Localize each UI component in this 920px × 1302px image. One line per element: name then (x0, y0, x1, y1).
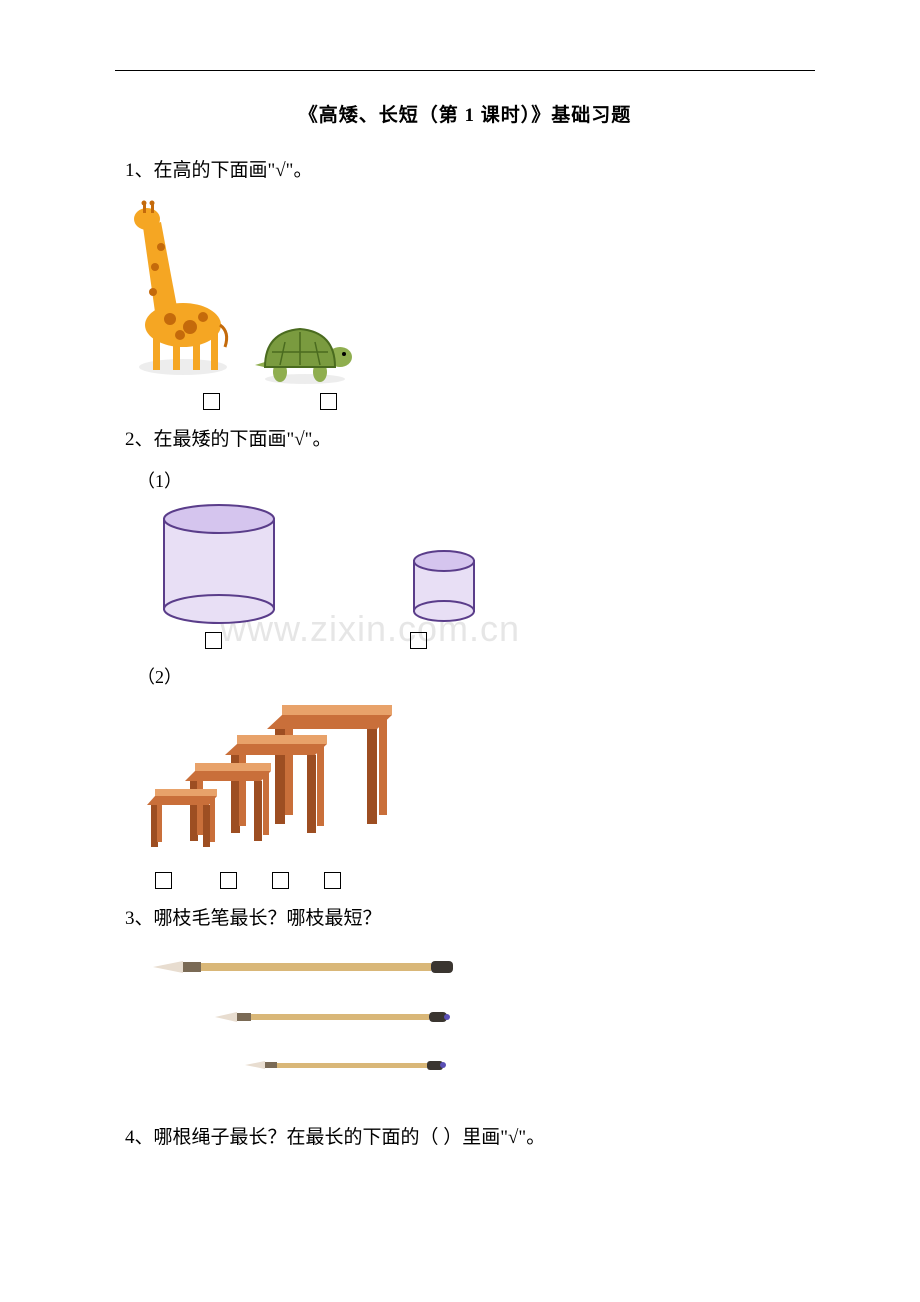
checkbox (155, 872, 172, 889)
page-title: 《高矮、长短（第 1 课时）》基础习题 (125, 100, 805, 127)
q2-sub-1: （1） (137, 467, 805, 493)
checkbox (410, 632, 427, 649)
q2-2-image-row (127, 697, 805, 862)
top-rule (115, 70, 815, 71)
cylinder-large (129, 501, 309, 626)
q2-2-checkbox-row (125, 872, 805, 889)
checkbox (320, 393, 337, 410)
checkbox (272, 872, 289, 889)
giraffe-image (125, 197, 255, 387)
checkbox (324, 872, 341, 889)
brushes (145, 947, 505, 1087)
checkbox (205, 632, 222, 649)
question-2: 2、在最矮的下面画"√"。 (125, 424, 805, 456)
checkbox (220, 872, 237, 889)
cylinder-small (389, 546, 499, 626)
q2-1-image-row (129, 501, 805, 626)
nested-tables (127, 697, 407, 857)
question-4: 4、哪根绳子最长？在最长的下面的（ ）里画"√"。 (125, 1122, 805, 1154)
turtle-image (250, 317, 360, 387)
brush-block (145, 947, 805, 1092)
question-1: 1、在高的下面画"√"。 (125, 155, 805, 187)
q2-sub-2: （2） (137, 663, 805, 689)
q2-1-checkbox-row (125, 632, 805, 649)
q1-checkbox-row (125, 393, 805, 410)
question-3: 3、哪枝毛笔最长？哪枝最短？ (125, 903, 805, 935)
checkbox (203, 393, 220, 410)
q1-image-row (125, 197, 805, 387)
